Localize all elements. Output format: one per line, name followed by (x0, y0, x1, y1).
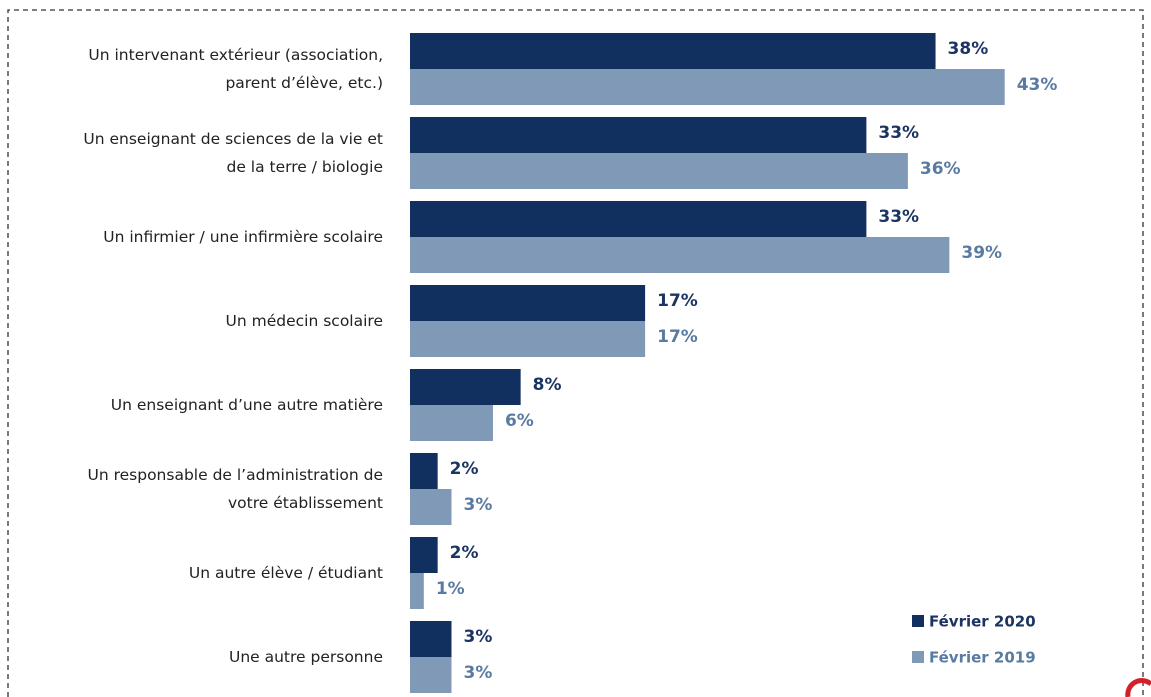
legend-label: Février 2020 (929, 613, 1036, 631)
category-label: Un responsable de l’administration de vo… (87, 466, 384, 512)
value-label: 2% (450, 459, 479, 479)
bar (410, 537, 438, 573)
category-label: Un enseignant de sciences de la vie et d… (83, 130, 383, 176)
bar (410, 117, 867, 153)
value-label: 3% (463, 663, 492, 683)
value-label: 36% (920, 159, 961, 179)
legend-label: Février 2019 (929, 649, 1036, 667)
category-label: Un intervenant extérieur (association, p… (88, 46, 383, 92)
bar (410, 657, 452, 693)
category-label: Un enseignant d’une autre matière (110, 396, 383, 414)
value-label: 43% (1017, 75, 1058, 95)
value-label: 17% (657, 291, 698, 311)
bar (410, 321, 646, 357)
bar (410, 201, 867, 237)
bar (410, 69, 1005, 105)
dashed-frame (7, 9, 1144, 697)
bar (410, 369, 521, 405)
value-label: 33% (878, 123, 919, 143)
logo-fragment (1125, 678, 1151, 697)
category-label: Une autre personne (228, 648, 383, 666)
bar (410, 33, 936, 69)
value-label: 3% (463, 627, 492, 647)
value-label: 3% (463, 495, 492, 515)
bar (410, 237, 950, 273)
category-label: Un infirmier / une infirmière scolaire (103, 228, 383, 246)
bar (410, 405, 493, 441)
value-label: 2% (450, 543, 479, 563)
category-label: Un médecin scolaire (225, 312, 383, 330)
legend-swatch (912, 615, 924, 627)
value-label: 6% (505, 411, 534, 431)
bar (410, 153, 908, 189)
bar (410, 489, 452, 525)
value-label: 8% (533, 375, 562, 395)
bar (410, 285, 646, 321)
bar (410, 621, 452, 657)
value-label: 38% (948, 39, 989, 59)
value-label: 17% (657, 327, 698, 347)
value-label: 39% (961, 243, 1002, 263)
value-label: 33% (878, 207, 919, 227)
category-label: Un autre élève / étudiant (188, 564, 383, 582)
bar (410, 453, 438, 489)
value-label: 1% (436, 579, 465, 599)
legend-swatch (912, 651, 924, 663)
bar (410, 573, 424, 609)
